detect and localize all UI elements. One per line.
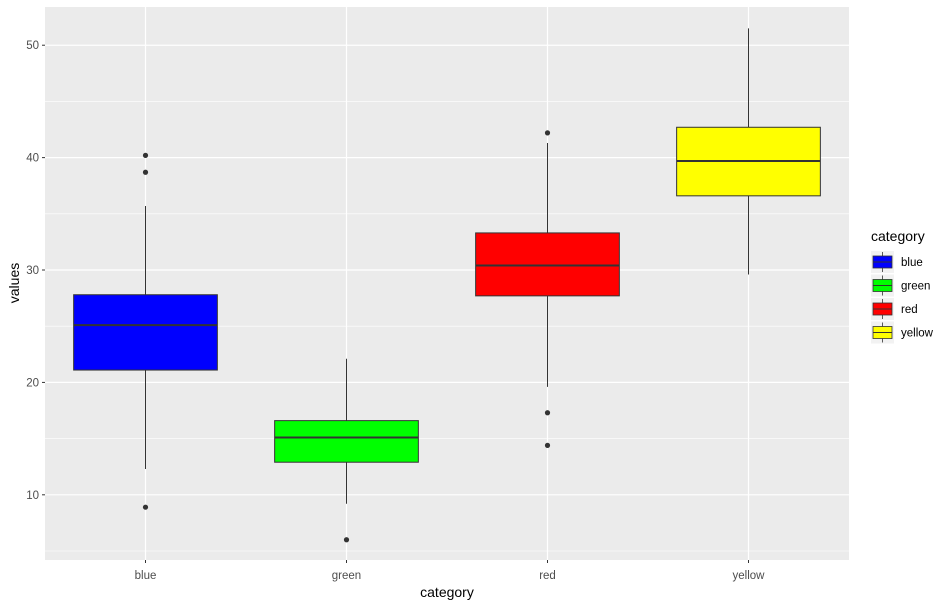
x-tick-label-red: red xyxy=(539,570,556,582)
x-axis: blue green red yellow xyxy=(135,560,766,582)
outlier-point-green xyxy=(343,537,350,543)
legend-item-green: green xyxy=(871,274,930,297)
y-tick-label: 10 xyxy=(26,490,39,502)
box-red xyxy=(475,232,620,297)
outlier-point-blue xyxy=(142,152,149,158)
legend-item-red: red xyxy=(871,298,918,320)
box-group-yellow xyxy=(676,28,821,275)
outlier-point-blue xyxy=(142,504,149,510)
box-group-red xyxy=(475,130,620,448)
legend-title: category xyxy=(871,228,925,244)
plot-panel xyxy=(45,7,849,560)
x-tick-label-green: green xyxy=(332,570,361,582)
legend: category blue green red yellow xyxy=(871,228,934,344)
box-group-blue xyxy=(73,152,218,510)
outlier-point-red xyxy=(544,410,551,416)
outlier-point-blue xyxy=(142,169,149,175)
legend-item-blue: blue xyxy=(871,251,923,273)
box-green xyxy=(274,420,419,463)
outlier-point-red xyxy=(544,130,551,136)
x-tick-label-yellow: yellow xyxy=(733,570,766,582)
x-axis-title: category xyxy=(420,584,474,600)
y-tick-label: 20 xyxy=(26,377,39,389)
y-tick-label: 30 xyxy=(26,265,39,277)
legend-label-green: green xyxy=(901,281,930,293)
x-tick-label-blue: blue xyxy=(135,570,157,582)
legend-label-yellow: yellow xyxy=(901,328,934,340)
y-tick-label: 50 xyxy=(26,40,39,52)
box-blue xyxy=(73,294,218,371)
legend-label-red: red xyxy=(901,304,918,316)
legend-item-yellow: yellow xyxy=(871,321,934,344)
y-axis-title: values xyxy=(6,263,22,303)
box-group-green xyxy=(274,358,419,543)
y-tick-label: 40 xyxy=(26,153,39,165)
outlier-point-red xyxy=(544,442,551,448)
box-layer xyxy=(73,28,821,543)
legend-label-blue: blue xyxy=(901,257,923,269)
y-axis: 10 20 30 40 50 xyxy=(26,40,45,502)
